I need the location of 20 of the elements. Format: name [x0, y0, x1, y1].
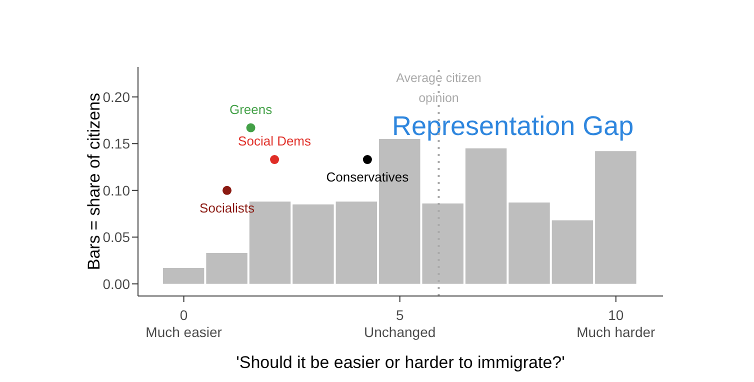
series-label: Greens: [229, 102, 273, 117]
annotation: Representation Gap: [392, 111, 634, 141]
series-label: Social Dems: [238, 134, 312, 149]
y-tick-label: 0.20: [102, 88, 130, 105]
series-label: Socialists: [200, 200, 255, 216]
point: [246, 123, 256, 132]
y-tick-label: 0.10: [102, 182, 130, 198]
x-tick-label: 5 Unchanged: [364, 307, 436, 340]
y-axis-title: Bars = share of citizens: [84, 92, 104, 270]
y-tick-label: 0.00: [102, 276, 130, 292]
x-axis-title: 'Should it be easier or harder to immigrate?': [236, 353, 565, 372]
point: [222, 186, 232, 195]
x-tick-label: 0 Much easier: [146, 307, 222, 340]
point: [362, 155, 372, 164]
x-tick-label: 10 Much harder: [576, 307, 656, 340]
series-label: Conservatives: [326, 170, 410, 185]
ref-line-label: Average citizen opinion: [396, 70, 482, 105]
y-tick-label: 0.15: [102, 136, 130, 152]
y-tick-label: 0.05: [102, 229, 130, 246]
point: [270, 155, 280, 164]
